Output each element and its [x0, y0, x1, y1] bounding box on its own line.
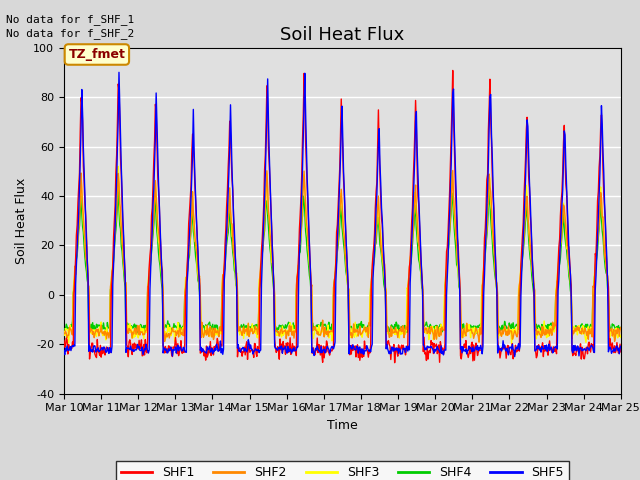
- Y-axis label: Soil Heat Flux: Soil Heat Flux: [15, 178, 28, 264]
- Text: No data for f_SHF_1
No data for f_SHF_2: No data for f_SHF_1 No data for f_SHF_2: [6, 14, 134, 39]
- Text: TZ_fmet: TZ_fmet: [68, 48, 125, 61]
- Title: Soil Heat Flux: Soil Heat Flux: [280, 25, 404, 44]
- Legend: SHF1, SHF2, SHF3, SHF4, SHF5: SHF1, SHF2, SHF3, SHF4, SHF5: [116, 461, 569, 480]
- X-axis label: Time: Time: [327, 419, 358, 432]
